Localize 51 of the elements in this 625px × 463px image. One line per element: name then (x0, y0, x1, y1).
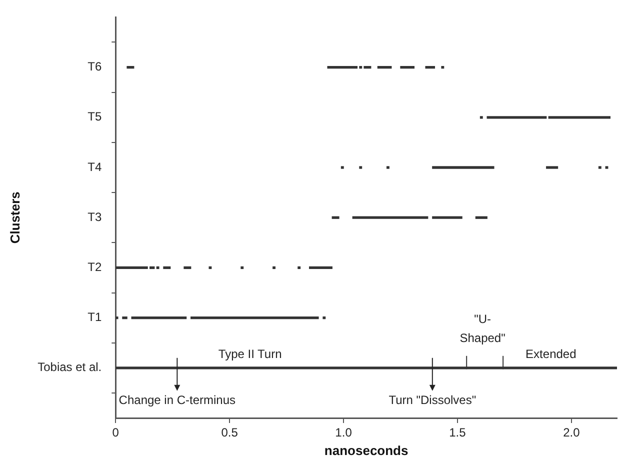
bar (122, 316, 128, 320)
bar (163, 266, 171, 270)
annotation: Type II Turn (218, 347, 282, 362)
y-tick-label: T4 (88, 160, 102, 174)
x-tick-label: 2.0 (563, 426, 580, 440)
bar (605, 166, 608, 169)
y-tick-label: Tobias et al. (38, 360, 102, 374)
y-axis-title: Clusters (7, 192, 22, 244)
x-tick-label: 1.0 (335, 426, 352, 440)
bar (386, 166, 390, 169)
bar (126, 66, 134, 69)
bar (598, 166, 602, 169)
annotation: Change in C-terminus (118, 393, 236, 408)
bar (240, 266, 244, 270)
y-tick-label: T2 (88, 260, 102, 274)
bar (327, 66, 358, 69)
bar (298, 266, 301, 270)
x-tick-label: 1.5 (449, 426, 466, 440)
bar (546, 166, 558, 169)
annotation: "U-Shaped" (460, 312, 506, 346)
bar (377, 66, 392, 69)
x-axis-title: nanoseconds (324, 442, 408, 458)
bar (190, 316, 319, 320)
bar (131, 316, 187, 320)
annotation: Extended (526, 347, 576, 362)
x-tick-label: 0 (112, 426, 120, 440)
bar (322, 316, 326, 320)
bar (156, 266, 160, 270)
bar (184, 266, 192, 270)
bar (352, 216, 428, 219)
bar (340, 166, 344, 169)
bar (272, 266, 276, 270)
y-tick-label: T1 (88, 310, 102, 324)
y-tick-label: T6 (88, 60, 102, 74)
bar (480, 116, 483, 119)
bar (425, 66, 436, 69)
bar (441, 66, 444, 69)
annotation: Turn "Dissolves" (388, 393, 476, 408)
bar (208, 266, 212, 270)
bar (486, 116, 547, 119)
bar (475, 216, 488, 219)
y-tick-label: T5 (88, 110, 102, 124)
bar (309, 266, 332, 270)
bar (432, 166, 494, 169)
bar (332, 216, 340, 219)
bar (359, 166, 362, 169)
bar (400, 66, 415, 69)
x-tick-label: 0.5 (221, 426, 238, 440)
bar (432, 216, 462, 219)
y-tick-label: T3 (88, 210, 102, 224)
bar (548, 116, 610, 119)
